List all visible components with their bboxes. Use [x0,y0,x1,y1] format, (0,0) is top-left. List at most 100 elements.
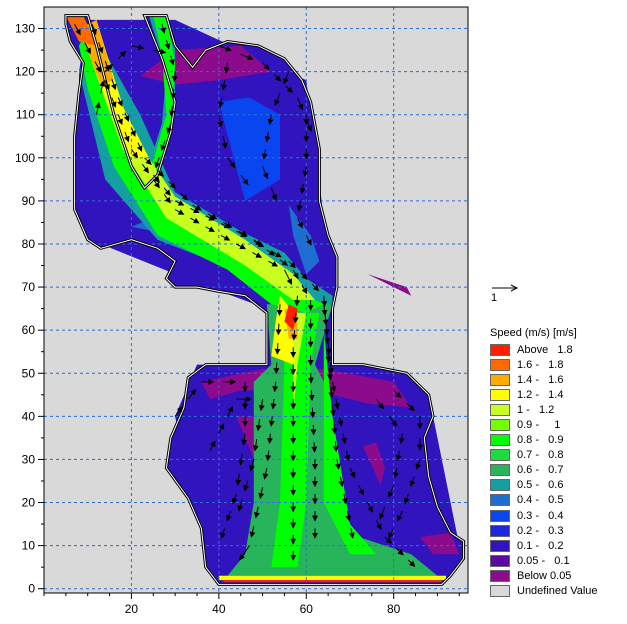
velocity-arrow-187 [243,479,250,492]
velocity-arrow-149 [270,187,277,201]
y-tick-label-80: 80 [22,237,36,251]
velocity-arrow-71 [164,39,171,50]
y-tick-label-120: 120 [15,65,35,79]
velocity-arrow-92 [322,314,329,326]
y-tick-label-90: 90 [22,194,36,208]
speed-region-26 [284,304,298,331]
velocity-arrow-123 [330,381,337,393]
legend-item-5: 0.9 - 1 [490,417,625,432]
velocity-arrow-115 [258,487,265,500]
velocity-arrow-101 [338,476,345,488]
velocity-arrow-55 [301,284,308,295]
legend-swatch-5 [490,419,510,432]
velocity-arrow-3 [104,80,110,91]
vector-scale-arrow [492,284,519,292]
velocity-arrow-17 [268,260,279,267]
velocity-arrow-35 [91,24,97,36]
velocity-arrow-208 [305,118,313,132]
speed-region-4 [236,416,259,460]
velocity-arrow-203 [240,53,254,61]
velocity-arrow-183 [258,399,265,412]
velocity-arrow-122 [327,362,334,375]
velocity-arrow-91 [321,295,328,307]
speed-region-14 [79,28,324,313]
velocity-arrow-52 [266,249,275,256]
legend-item-8: 0.6 - 0.7 [490,463,625,478]
legend-swatch-8 [490,464,510,477]
legend-swatch-7 [490,449,510,462]
legend-swatch-15 [490,569,510,582]
velocity-arrow-113 [265,450,272,462]
velocity-arrow-76 [166,123,173,134]
velocity-arrow-77 [160,140,167,152]
velocity-arrow-128 [349,467,356,479]
velocity-arrow-141 [297,217,303,229]
x-tick-label-60: 60 [300,602,314,616]
legend-swatch-16 [490,585,510,598]
velocity-arrow-180 [218,423,225,434]
velocity-arrow-116 [253,506,260,519]
y-tick-label-70: 70 [22,280,36,294]
legend-label-8: 0.6 - 0.7 [517,464,564,477]
velocity-arrow-131 [375,519,382,531]
legend-swatch-14 [490,554,510,567]
velocity-arrow-124 [333,399,340,410]
velocity-arrow-174 [415,459,422,470]
legend-item-14: 0.05 - 0.1 [490,553,625,568]
velocity-arrow-158 [187,388,197,400]
y-tick-label-40: 40 [22,409,36,423]
velocity-arrow-90 [311,283,320,292]
velocity-arrow-16 [252,252,263,258]
velocity-arrow-205 [273,74,282,82]
legend-swatch-2 [490,373,510,386]
velocity-arrow-100 [334,459,341,470]
legend-item-15: Below 0.05 [490,568,625,583]
velocity-arrow-206 [285,85,294,94]
velocity-arrow-105 [276,304,283,316]
velocity-arrow-125 [337,416,344,427]
velocity-arrow-132 [384,536,393,544]
velocity-arrow-193 [392,467,399,479]
velocity-arrow-20 [292,312,299,324]
speed-region-25 [65,15,97,46]
velocity-arrow-5 [117,114,123,126]
vector-scale-label: 1 [491,292,498,304]
velocity-arrow-188 [237,499,244,512]
velocity-arrow-54 [292,269,299,279]
velocity-arrow-157 [174,406,183,417]
velocity-arrow-207 [297,97,304,111]
velocity-arrow-78 [154,157,161,169]
legend-item-10: 0.4 - 0.5 [490,493,625,508]
velocity-arrow-73 [171,71,178,83]
domain-outline-layer [64,14,466,586]
speed-region-18 [92,24,315,300]
domain-outline-inner [65,15,465,585]
legend-label-7: 0.7 - 0.8 [517,449,564,462]
velocity-arrow-190 [388,415,398,427]
legend-item-3: 1.2 - 1.4 [490,387,625,402]
legend-label-5: 0.9 - 1 [517,419,561,432]
velocity-arrow-4 [110,97,117,108]
velocity-arrow-171 [406,403,415,412]
velocity-arrow-170 [393,390,402,399]
legend-swatch-3 [490,388,510,401]
velocity-arrow-44 [156,169,164,177]
velocity-arrow-118 [239,545,250,561]
velocity-arrow-181 [227,406,233,417]
velocity-arrow-144 [274,93,281,106]
velocity-arrow-104 [348,528,355,539]
y-tick-label-0: 0 [28,582,35,596]
velocity-arrow-143 [283,71,290,85]
velocity-arrow-178 [388,528,395,539]
velocity-arrow-108 [273,362,280,375]
velocity-arrow-62 [309,407,316,419]
x-tick-label-40: 40 [212,602,226,616]
axes-ticks: 20 40 60 80 0 10 20 30 40 50 60 70 80 90 100 110 120 130 [15,22,460,616]
legend-item-13: 0.1 - 0.2 [490,538,625,553]
velocity-arrow-40 [123,112,130,122]
x-tick-label-20: 20 [125,602,139,616]
legend-item-12: 0.2 - 0.3 [490,523,625,538]
velocity-arrow-168 [226,510,232,522]
velocity-arrow-39 [117,97,123,107]
